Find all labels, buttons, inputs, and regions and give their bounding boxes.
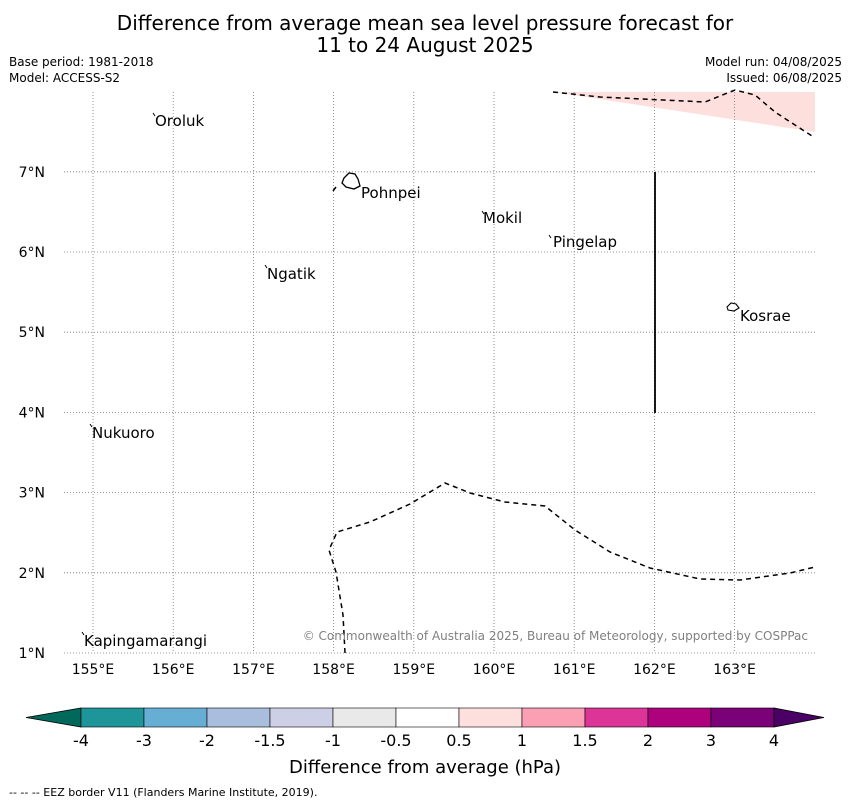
longitude-ticks: 155°E 156°E 157°E 158°E 159°E 160°E 161°E 162°E… xyxy=(72,662,756,678)
latitude-tick-label: 1°N xyxy=(19,646,45,662)
latitude-tick-label: 6°N xyxy=(19,245,45,261)
title-line-2: 11 to 24 August 2025 xyxy=(316,33,534,57)
colorbar-label: Difference from average (hPa) xyxy=(289,757,561,778)
place-label-nukuoro: Nukuoro xyxy=(92,424,155,442)
place-label-ngatik: Ngatik xyxy=(267,265,316,283)
island-marker xyxy=(548,234,552,239)
longitude-tick-label: 159°E xyxy=(393,662,436,678)
island-marker xyxy=(481,210,485,215)
place-label-oroluk: Oroluk xyxy=(155,112,204,130)
longitude-tick-label: 158°E xyxy=(312,662,355,678)
colorbar-segment xyxy=(206,707,271,728)
latitude-tick-label: 7°N xyxy=(19,165,45,181)
meta-left: Base period: 1981-2018 Model: ACCESS-S2 xyxy=(9,54,154,86)
colorbar-segment xyxy=(584,707,649,728)
island-marker xyxy=(81,631,85,636)
place-label-pohnpei: Pohnpei xyxy=(361,184,421,202)
place-label-kosrae: Kosrae xyxy=(740,307,791,325)
place-label-mokil: Mokil xyxy=(483,209,522,227)
colorbar-segment xyxy=(332,707,397,728)
longitude-tick-label: 163°E xyxy=(713,662,756,678)
colorbar-tick-label: -1.5 xyxy=(254,731,285,750)
graticule xyxy=(64,92,815,654)
meta-right: Model run: 04/08/2025 Issued: 06/08/2025 xyxy=(705,54,842,86)
eez-border-south xyxy=(328,482,816,654)
copyright-text: © Commonwealth of Australia 2025, Bureau… xyxy=(303,629,808,643)
longitude-tick-label: 156°E xyxy=(152,662,195,678)
colorbar-tick-label: 4 xyxy=(769,731,779,750)
latitude-tick-label: 4°N xyxy=(19,405,45,421)
title-line-1: Difference from average mean sea level p… xyxy=(116,11,734,35)
longitude-tick-label: 157°E xyxy=(232,662,275,678)
model-name: Model: ACCESS-S2 xyxy=(9,71,121,85)
colorbar-segment xyxy=(395,707,460,728)
colorbar-tick-label: 1 xyxy=(517,731,527,750)
longitude-tick-label: 161°E xyxy=(553,662,596,678)
eez-border-north xyxy=(552,89,813,137)
longitude-tick-label: 162°E xyxy=(633,662,676,678)
colorbar-segment xyxy=(80,707,145,728)
colorbar-segment xyxy=(647,707,712,728)
island-marker xyxy=(89,423,93,428)
latitude-tick-label: 2°N xyxy=(19,566,45,582)
colorbar-segment xyxy=(143,707,208,728)
place-label-kapingamarangi: Kapingamarangi xyxy=(84,632,207,650)
colorbar-tick-label: 2 xyxy=(643,731,653,750)
issued-date: Issued: 06/08/2025 xyxy=(726,71,842,85)
colorbar-segment xyxy=(269,707,334,728)
colorbar-under-arrow xyxy=(25,707,82,728)
colorbar-segment xyxy=(710,707,775,728)
model-run: Model run: 04/08/2025 xyxy=(704,55,842,69)
eez-border-west-fragment xyxy=(332,186,337,192)
map-title: Difference from average mean sea level p… xyxy=(0,12,850,56)
colorbar-tick-label: 0.5 xyxy=(446,731,471,750)
latitude-ticks: 1°N 2°N 3°N 4°N 5°N 6°N 7°N xyxy=(19,165,45,662)
positive-anomaly-region xyxy=(553,92,815,132)
colorbar-tick-label: 1.5 xyxy=(572,731,597,750)
colorbar-tick-label: -1 xyxy=(325,731,341,750)
colorbar-tick-label: -3 xyxy=(136,731,152,750)
latitude-tick-label: 3°N xyxy=(19,486,45,502)
base-period: Base period: 1981-2018 xyxy=(9,55,154,69)
longitude-tick-label: 155°E xyxy=(72,662,115,678)
colorbar: -4 -3 -2 -1.5 -1 -0.5 0.5 1 1.5 2 3 4 xyxy=(25,707,825,750)
island-marker xyxy=(264,264,268,269)
place-label-pingelap: Pingelap xyxy=(553,233,617,251)
colorbar-over-arrow xyxy=(773,707,825,728)
colorbar-tick-label: -0.5 xyxy=(380,731,411,750)
colorbar-tick-label: 3 xyxy=(706,731,716,750)
place-labels: Oroluk Pohnpei Mokil Pingelap Ngatik Kosrae Nu… xyxy=(81,112,791,650)
pohnpei-island-outline xyxy=(341,172,361,190)
island-marker xyxy=(152,112,156,117)
map-area: Oroluk Pohnpei Mokil Pingelap Ngatik Kosrae Nu… xyxy=(64,89,816,654)
colorbar-tick-label: -4 xyxy=(73,731,89,750)
longitude-tick-label: 160°E xyxy=(473,662,516,678)
colorbar-tick-label: -2 xyxy=(199,731,215,750)
kosrae-island-outline xyxy=(726,302,740,312)
latitude-tick-label: 5°N xyxy=(19,325,45,341)
colorbar-segment xyxy=(521,707,586,728)
colorbar-segment xyxy=(458,707,523,728)
eez-legend-note: -- -- -- EEZ border V11 (Flanders Marine… xyxy=(9,786,318,799)
